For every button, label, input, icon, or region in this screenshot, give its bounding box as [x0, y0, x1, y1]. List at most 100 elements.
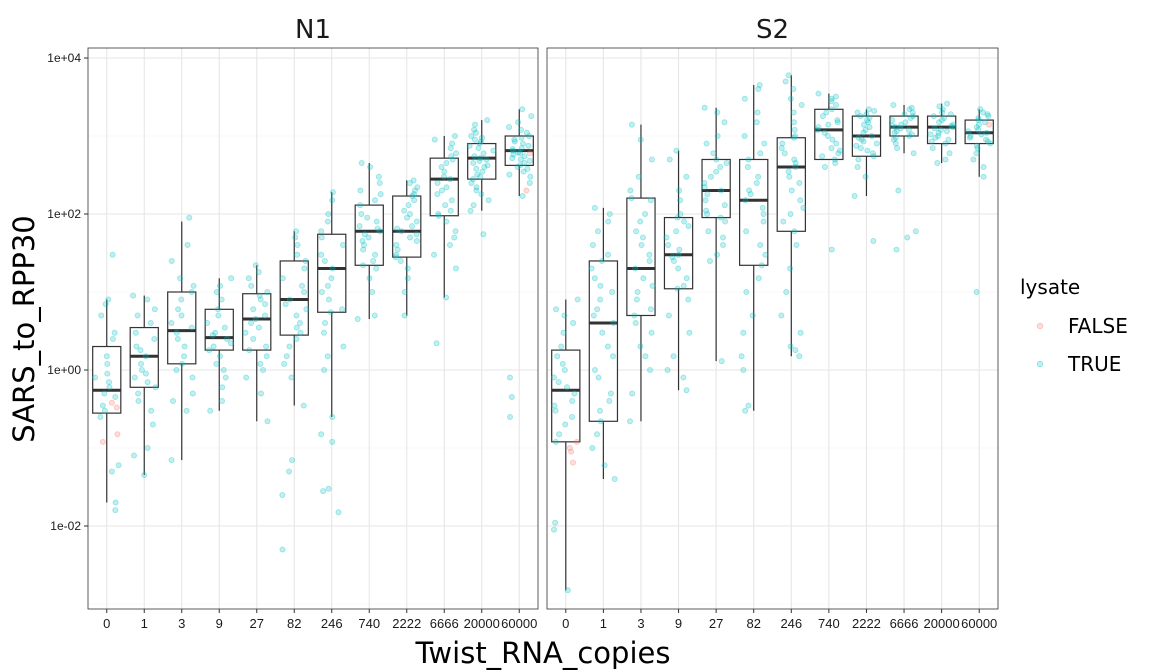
data-point-true	[248, 282, 255, 289]
x-tick-label: 0	[103, 616, 110, 631]
data-point-true	[755, 275, 762, 282]
box-N1-6666	[429, 136, 459, 298]
data-point-true	[815, 124, 822, 131]
data-point-true	[105, 296, 112, 303]
x-tick-label: 6666	[430, 616, 459, 631]
data-point-true	[518, 126, 525, 133]
data-point-true	[717, 164, 724, 171]
box-S2-6666	[889, 104, 919, 154]
data-point-true	[335, 509, 342, 516]
data-point-true	[831, 156, 838, 163]
data-point-true	[973, 150, 980, 157]
box-S2-740	[814, 93, 844, 161]
data-point-true	[674, 214, 681, 221]
box-N1-740	[354, 163, 384, 320]
data-point-true	[560, 329, 567, 336]
data-point-true	[973, 142, 980, 149]
data-point-true	[480, 150, 487, 157]
box-iqr	[814, 108, 844, 161]
data-point-true	[555, 379, 562, 386]
data-point-true	[889, 122, 896, 129]
data-point-true	[930, 113, 937, 120]
data-point-true	[609, 288, 616, 295]
data-point-true	[936, 119, 943, 126]
data-point-true	[519, 140, 526, 147]
data-point-true	[467, 207, 474, 214]
data-point-true	[890, 136, 897, 143]
data-point-true	[250, 306, 257, 313]
data-point-true	[220, 366, 227, 373]
data-point-true	[704, 210, 711, 217]
x-tick-label: 9	[675, 616, 682, 631]
data-point-true	[479, 134, 486, 141]
panel-border	[546, 47, 999, 610]
data-point-true	[104, 360, 111, 367]
box-N1-0	[92, 299, 122, 503]
box-iqr	[926, 115, 957, 145]
data-point-true	[823, 109, 830, 116]
data-point-true	[901, 111, 908, 118]
data-point-true	[966, 134, 973, 141]
box-N1-3	[167, 221, 197, 461]
data-point-true	[569, 413, 576, 420]
data-point-true	[605, 251, 612, 258]
data-point-true	[104, 370, 111, 377]
data-point-true	[138, 366, 145, 373]
data-point-true	[511, 138, 518, 145]
data-point-true	[746, 187, 753, 194]
data-point-true	[358, 210, 365, 217]
data-point-true	[366, 275, 373, 282]
data-point-true	[591, 275, 598, 282]
data-point-true	[479, 168, 486, 175]
data-point-true	[713, 156, 720, 163]
data-point-true	[589, 242, 596, 249]
data-point-true	[357, 187, 364, 194]
legend-label-false: FALSE	[1068, 314, 1128, 338]
data-point-true	[800, 204, 807, 211]
data-point-true	[246, 347, 253, 354]
box-S2-9	[663, 150, 694, 391]
data-point-true	[983, 129, 990, 136]
data-point-true	[713, 168, 720, 175]
data-point-true	[778, 312, 785, 319]
data-point-true	[112, 394, 119, 401]
data-point-true	[452, 265, 459, 272]
data-point-true	[597, 296, 604, 303]
data-point-true	[98, 312, 105, 319]
data-point-true	[147, 320, 154, 327]
data-point-true	[451, 234, 458, 241]
data-point-true	[262, 312, 269, 319]
data-point-true	[215, 312, 222, 319]
data-point-true	[137, 347, 144, 354]
data-point-true	[902, 119, 909, 126]
data-point-true	[517, 150, 524, 157]
data-point-true	[626, 418, 633, 425]
data-point-true	[142, 353, 149, 360]
data-point-true	[144, 296, 151, 303]
data-point-true	[506, 413, 513, 420]
data-point-true	[857, 145, 864, 152]
data-point-true	[783, 288, 790, 295]
data-point-true	[451, 132, 458, 139]
data-point-true	[376, 179, 383, 186]
data-point-true	[152, 384, 159, 391]
data-point-true	[329, 265, 336, 272]
data-point-false	[568, 448, 575, 455]
data-point-true	[361, 231, 368, 238]
data-point-true	[301, 265, 308, 272]
data-point-true	[675, 251, 682, 258]
data-point-true	[787, 210, 794, 217]
x-tick-label: 9	[216, 616, 223, 631]
data-point-true	[279, 546, 286, 553]
data-point-true	[663, 234, 670, 241]
data-point-true	[302, 257, 309, 264]
data-point-true	[940, 115, 947, 122]
data-point-true	[92, 374, 99, 381]
data-point-true	[168, 457, 175, 464]
data-point-true	[701, 184, 708, 191]
data-point-true	[833, 140, 840, 147]
data-point-true	[851, 193, 858, 200]
data-point-true	[213, 288, 220, 295]
data-point-true	[974, 145, 981, 152]
box-S2-60000	[964, 109, 994, 177]
